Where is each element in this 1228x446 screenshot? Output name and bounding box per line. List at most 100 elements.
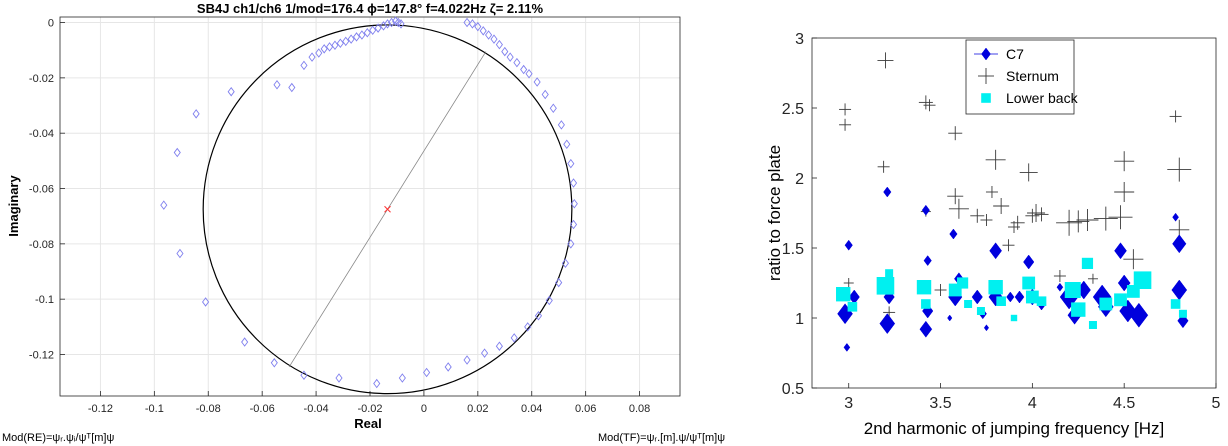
left-y-tick-label: -0.06 xyxy=(29,184,54,196)
data-point xyxy=(534,311,543,321)
right-y-tick-label: 1.5 xyxy=(782,241,804,258)
point-c7 xyxy=(989,242,1002,260)
point-c7 xyxy=(1172,234,1187,254)
data-point xyxy=(369,25,377,36)
center-marker xyxy=(384,205,391,213)
point-sternum xyxy=(948,198,969,219)
data-point xyxy=(479,26,487,36)
point-c7 xyxy=(843,342,851,352)
left-x-axis-label: Real xyxy=(354,416,381,431)
left-x-tick-label: 0.08 xyxy=(629,403,650,415)
left-chart-title: SB4J ch1/ch6 1/mod=176.4 ϕ=147.8° f=4.02… xyxy=(197,1,544,16)
data-point xyxy=(202,297,210,307)
circle-fit-chart: -0.12 -0.1 -0.08 -0.06 -0.04 -0.02 0 0.02 0.04 0.… xyxy=(2,1,725,444)
point-lower-back xyxy=(1099,297,1113,311)
data-point xyxy=(363,28,371,38)
left-x-tick-label: 0.06 xyxy=(575,403,596,415)
data-point xyxy=(358,30,366,40)
data-point xyxy=(383,19,392,29)
point-lower-back xyxy=(964,300,973,308)
point-sternum xyxy=(985,186,998,198)
data-point xyxy=(463,17,471,28)
data-point xyxy=(501,46,509,57)
data-point xyxy=(373,378,381,389)
data-point xyxy=(495,39,503,50)
data-point xyxy=(160,200,168,210)
data-point xyxy=(270,358,278,368)
data-point xyxy=(468,19,476,29)
point-c7 xyxy=(879,313,896,335)
point-c7 xyxy=(1114,242,1127,260)
point-c7 xyxy=(1014,290,1025,304)
point-sternum xyxy=(985,149,1006,170)
point-sternum xyxy=(1027,204,1046,222)
point-sternum xyxy=(1008,221,1020,233)
left-x-tick-label: 0.02 xyxy=(467,403,488,415)
right-y-tick-label: 2 xyxy=(795,171,804,188)
point-c7 xyxy=(947,314,953,322)
data-point xyxy=(176,248,184,259)
data-point xyxy=(570,198,578,209)
point-sternum xyxy=(1167,157,1192,182)
point-c7 xyxy=(921,204,930,216)
data-point xyxy=(513,57,521,68)
data-point xyxy=(331,40,339,50)
data-point xyxy=(569,219,578,230)
data-point xyxy=(567,239,575,249)
fit-circle xyxy=(202,24,573,395)
point-sternum xyxy=(923,99,936,112)
data-point xyxy=(336,38,344,49)
data-point xyxy=(374,23,382,33)
point-lower-back xyxy=(1071,302,1086,317)
point-sternum xyxy=(1123,249,1144,270)
right-x-axis-label: 2nd harmonic of jumping frequency [Hz] xyxy=(864,419,1165,438)
data-point xyxy=(347,34,355,44)
point-c7 xyxy=(1171,279,1188,301)
bottom-left-note: Mod(RE)=ψᵣ.ψᵢ/ψᵀ[m]ψ xyxy=(2,432,114,444)
data-point xyxy=(241,337,249,347)
legend: C7 Sternum Lower back xyxy=(965,39,1079,115)
point-c7 xyxy=(883,186,892,198)
left-x-ticks: -0.12 -0.1 -0.08 -0.06 -0.04 -0.02 0 0.02 0.04 0.… xyxy=(88,391,650,415)
point-sternum xyxy=(993,198,1010,214)
point-c7 xyxy=(1056,282,1064,292)
right-x-tick-label: 5 xyxy=(1212,395,1221,412)
point-c7 xyxy=(949,228,958,240)
legend-item-lower-back: Lower back xyxy=(981,90,1079,106)
left-y-tick-label: -0.08 xyxy=(29,239,54,251)
data-point xyxy=(474,21,482,32)
data-point xyxy=(397,19,405,29)
point-sternum xyxy=(1108,205,1133,230)
center-marker-stroke xyxy=(384,205,391,213)
data-point xyxy=(173,147,181,158)
data-point xyxy=(524,322,532,332)
point-sternum xyxy=(877,52,894,69)
data-point xyxy=(541,89,549,100)
data-point xyxy=(308,52,316,62)
point-sternum xyxy=(1114,151,1135,172)
right-y-ticks: 0.5 1 1.5 2 2.5 3 xyxy=(782,31,817,398)
data-point xyxy=(423,367,431,378)
point-sternum xyxy=(980,214,993,226)
point-sternum xyxy=(1169,110,1182,123)
point-sternum xyxy=(1076,209,1099,231)
left-x-tick-label: 0 xyxy=(421,403,427,415)
data-point xyxy=(444,362,452,372)
point-lower-back xyxy=(836,287,851,302)
data-point xyxy=(545,295,553,306)
point-sternum xyxy=(843,278,854,288)
left-x-tick-label: 0.04 xyxy=(521,403,542,415)
data-point xyxy=(320,44,328,54)
data-point xyxy=(335,373,343,383)
point-lower-back xyxy=(1036,296,1047,306)
point-lower-back xyxy=(876,277,895,295)
point-lower-back xyxy=(1022,276,1036,290)
left-x-tick-label: -0.1 xyxy=(145,403,164,415)
legend-label-c7: C7 xyxy=(1006,46,1024,62)
point-c7 xyxy=(1023,254,1035,270)
data-point xyxy=(555,277,563,288)
data-point xyxy=(549,103,557,114)
data-point xyxy=(563,139,571,150)
point-sternum xyxy=(1053,270,1066,282)
point-lower-back xyxy=(1133,271,1152,289)
